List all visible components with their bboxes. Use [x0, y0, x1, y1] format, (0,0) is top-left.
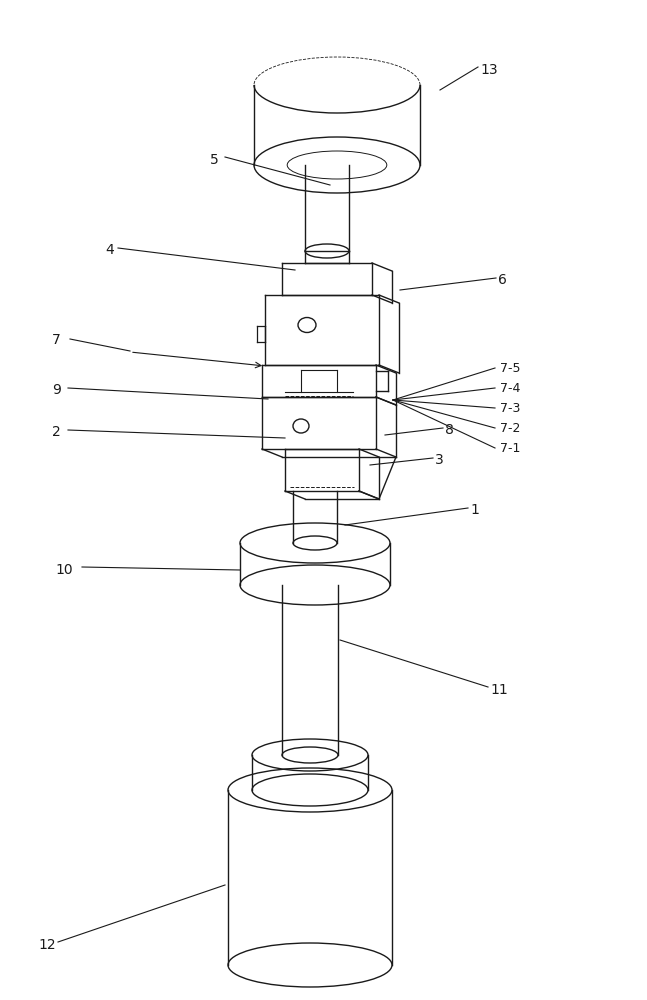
Text: 11: 11	[490, 683, 508, 697]
Text: 9: 9	[52, 383, 61, 397]
Text: 10: 10	[55, 563, 72, 577]
Text: 7: 7	[52, 333, 61, 347]
Text: 6: 6	[498, 273, 507, 287]
Text: 2: 2	[52, 425, 61, 439]
Text: 7-4: 7-4	[500, 381, 520, 394]
Text: 7-5: 7-5	[500, 361, 520, 374]
Text: 7-1: 7-1	[500, 442, 520, 454]
Text: 3: 3	[435, 453, 444, 467]
Text: 4: 4	[105, 243, 114, 257]
Text: 7-3: 7-3	[500, 401, 520, 414]
Text: 13: 13	[480, 63, 498, 77]
Text: 7-2: 7-2	[500, 422, 520, 434]
Text: 5: 5	[210, 153, 219, 167]
Text: 12: 12	[38, 938, 56, 952]
Text: 8: 8	[445, 423, 454, 437]
Text: 1: 1	[470, 503, 479, 517]
